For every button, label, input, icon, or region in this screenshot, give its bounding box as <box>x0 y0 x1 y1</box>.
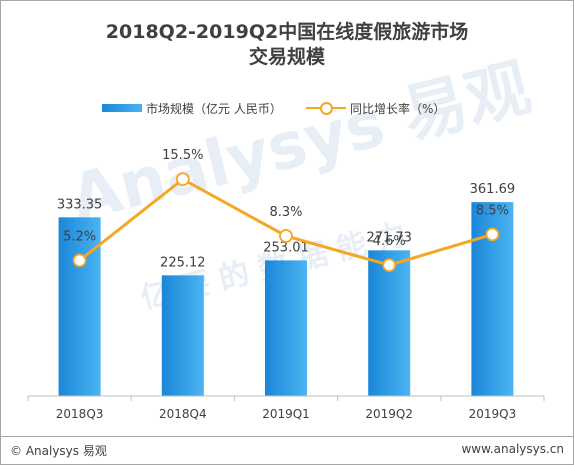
footer-url: www.analysys.cn <box>461 442 564 456</box>
growth-rate-point <box>72 253 87 268</box>
x-tick-label: 2018Q3 <box>56 407 104 421</box>
bar-2018Q3 <box>58 217 101 396</box>
legend-line-swatch <box>306 101 346 115</box>
footer-source: © Analysys 易观 <box>10 444 107 458</box>
bar-value-label: 333.35 <box>57 197 103 212</box>
legend-line-label: 同比增长率（%） <box>350 101 446 116</box>
chart-title-line-1: 2018Q2-2019Q2中国在线度假旅游市场 <box>105 21 469 43</box>
growth-rate-label: 8.3% <box>269 205 302 220</box>
x-tick-label: 2019Q1 <box>262 407 310 421</box>
growth-rate-point <box>175 172 190 187</box>
x-tick-label: 2019Q2 <box>365 407 413 421</box>
growth-rate-label: 15.5% <box>162 148 203 163</box>
legend-item-market-size: 市场规模（亿元 人民币） <box>102 100 282 116</box>
bar-value-label: 225.12 <box>160 255 206 270</box>
growth-rate-label: 5.2% <box>63 229 96 244</box>
x-tick-label: 2018Q4 <box>159 407 207 421</box>
chart-title: 2018Q2-2019Q2中国在线度假旅游市场 交易规模 <box>0 20 574 70</box>
bar-2019Q1 <box>265 260 307 396</box>
bar-value-label: 271.73 <box>366 230 412 245</box>
x-tick-label: 2019Q3 <box>469 407 517 421</box>
legend-bar-label: 市场规模（亿元 人民币） <box>146 101 282 116</box>
bar-value-label: 253.01 <box>263 240 309 255</box>
chart-title-line-2: 交易规模 <box>248 46 325 68</box>
growth-rate-label: 4.6% <box>373 234 406 249</box>
bar-2019Q2 <box>368 250 411 396</box>
bar-2018Q4 <box>161 275 204 396</box>
footer: © Analysys 易观 www.analysys.cn <box>0 436 574 464</box>
growth-rate-label: 8.5% <box>476 203 509 218</box>
growth-rate-point <box>485 227 500 242</box>
growth-rate-point <box>382 258 397 273</box>
growth-rate-point <box>279 229 293 243</box>
bar-value-label: 361.69 <box>470 182 516 197</box>
legend-bar-swatch <box>102 104 142 112</box>
legend-item-growth-rate: 同比增长率（%） <box>306 100 445 116</box>
